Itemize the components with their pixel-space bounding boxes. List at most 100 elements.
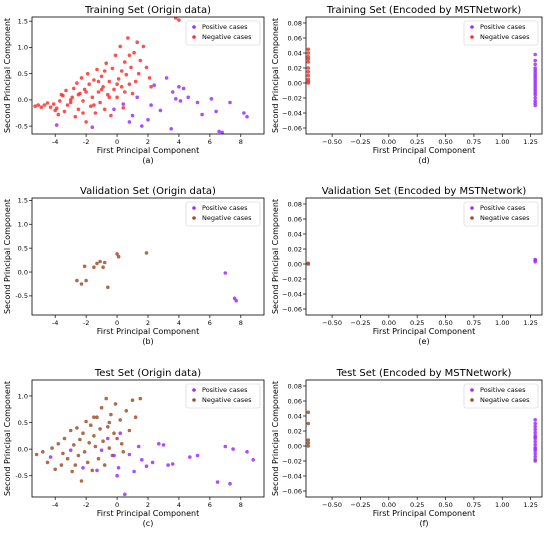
data-point-positive	[136, 444, 141, 449]
data-point-negative	[119, 69, 124, 73]
data-point-negative	[118, 44, 122, 49]
x-tick-label: 8	[239, 319, 243, 327]
data-point-negative	[110, 66, 115, 71]
data-point-positive	[533, 58, 537, 63]
data-point-negative	[306, 60, 311, 64]
x-tick-label: -2	[83, 138, 89, 146]
y-tick-label: 0.00	[288, 442, 302, 450]
data-point-negative	[124, 409, 129, 413]
data-point-positive	[533, 457, 537, 462]
legend-marker-negative	[470, 35, 474, 39]
chart-title: Test Set (Origin data)	[94, 368, 201, 379]
data-point-negative	[96, 79, 101, 84]
x-tick-label: 1.25	[523, 319, 537, 327]
data-point-positive	[132, 469, 136, 474]
y-tick-label: 1.0	[18, 44, 28, 52]
data-point-positive	[533, 454, 537, 459]
y-tick-label: 0.0	[18, 268, 28, 276]
data-point-positive	[533, 427, 537, 432]
legend: Positive cases Negative cases	[463, 201, 539, 227]
data-point-negative	[45, 101, 50, 105]
x-axis-label: First Principal Component	[97, 327, 199, 336]
data-point-negative	[107, 79, 112, 84]
data-point-positive	[158, 108, 163, 113]
y-tick-label: 0.06	[288, 397, 302, 405]
data-point-positive	[95, 468, 99, 473]
data-point-negative	[92, 103, 96, 107]
data-point-negative	[133, 79, 138, 84]
data-point-negative	[124, 72, 129, 77]
data-point-negative	[65, 103, 70, 107]
y-tick-label: 0.02	[288, 64, 302, 72]
x-tick-label: -2	[83, 501, 89, 509]
data-point-positive	[150, 460, 155, 465]
data-point-negative	[115, 82, 119, 86]
data-point-negative	[72, 86, 76, 91]
y-axis-label: Second Principal Component	[271, 199, 280, 314]
data-point-positive	[195, 100, 200, 105]
x-tick-label: 8	[239, 138, 243, 146]
data-point-negative	[73, 114, 78, 119]
data-point-positive	[112, 107, 116, 112]
data-point-negative	[96, 456, 101, 461]
subfigure-caption: (b)	[142, 337, 153, 346]
data-point-positive	[188, 455, 192, 459]
data-point-negative	[113, 53, 118, 58]
data-point-positive	[152, 83, 156, 87]
data-point-positive	[116, 466, 121, 470]
data-point-negative	[62, 436, 67, 441]
data-point-negative	[147, 76, 152, 80]
data-point-positive	[123, 492, 127, 497]
y-tick-label: −0.06	[282, 487, 302, 495]
y-tick-label: 0.04	[288, 49, 302, 57]
plot-frame	[305, 16, 543, 135]
data-point-negative	[75, 426, 79, 430]
x-tick-label: 1.25	[523, 501, 537, 509]
data-point-negative	[306, 51, 311, 55]
x-axis-label: First Principal Component	[373, 509, 475, 518]
data-point-negative	[135, 40, 139, 44]
y-tick-label: 0.02	[288, 427, 302, 435]
y-tick-label: 0.00	[288, 79, 302, 87]
scatter-points	[75, 251, 238, 303]
data-point-positive	[170, 90, 175, 94]
data-point-negative	[82, 450, 87, 454]
x-tick-label: 0.50	[438, 319, 452, 327]
data-point-negative	[82, 87, 87, 92]
legend-marker-positive	[192, 388, 196, 392]
data-point-negative	[138, 396, 143, 401]
y-tick-label: −0.06	[282, 305, 302, 313]
data-point-positive	[157, 442, 161, 446]
x-tick-label: 2	[146, 319, 150, 327]
y-tick-label: -0.5	[15, 122, 28, 130]
data-point-negative	[79, 282, 84, 286]
chart-d: Training Set (Encoded by MSTNetwork) −0.5…	[271, 5, 543, 165]
data-point-positive	[127, 452, 132, 457]
data-point-negative	[102, 260, 107, 265]
data-point-negative	[73, 463, 78, 467]
data-point-negative	[36, 103, 40, 107]
data-point-negative	[107, 95, 112, 100]
y-tick-label: 0.06	[288, 215, 302, 223]
y-tick-label: -0.5	[15, 472, 28, 480]
chart-title: Validation Set (Origin data)	[80, 186, 216, 197]
data-point-negative	[106, 285, 110, 290]
data-point-negative	[106, 425, 110, 429]
data-point-negative	[177, 18, 181, 22]
x-tick-label: 1.25	[523, 138, 537, 146]
data-point-negative	[42, 103, 47, 107]
legend-box	[463, 201, 539, 227]
data-point-negative	[79, 76, 84, 80]
data-point-positive	[164, 76, 169, 80]
data-point-negative	[68, 98, 73, 102]
data-point-negative	[119, 85, 124, 89]
data-point-negative	[96, 90, 101, 94]
y-tick-label: 0.04	[288, 412, 302, 420]
x-tick-label: 2	[146, 138, 150, 146]
data-point-negative	[116, 77, 121, 81]
x-tick-label: -4	[52, 138, 58, 146]
data-point-positive	[533, 430, 537, 435]
x-tick-label: 6	[208, 319, 212, 327]
chart-e: Validation Set (Encoded by MSTNetwork) −0…	[271, 186, 543, 346]
